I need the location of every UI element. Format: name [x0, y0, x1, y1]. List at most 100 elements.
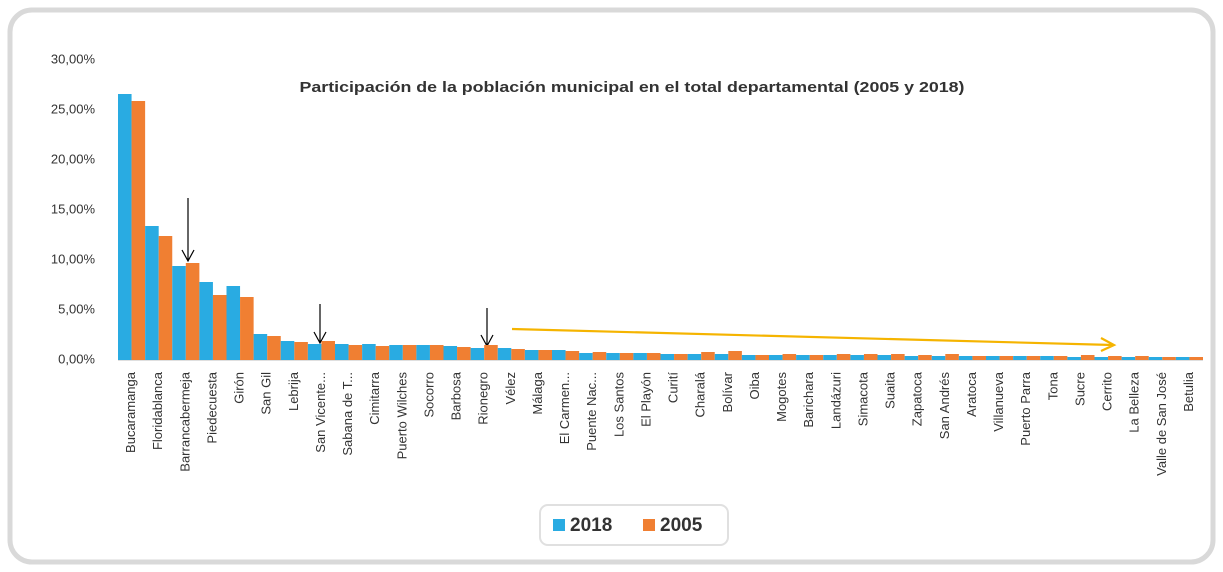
x-tick-label: Landázuri — [828, 372, 843, 429]
bar — [714, 354, 729, 360]
bar — [850, 355, 864, 360]
bar — [755, 355, 769, 360]
x-tick-label: Puente Nac... — [584, 372, 599, 451]
bar — [931, 356, 946, 360]
bar — [131, 101, 146, 360]
arrow — [181, 198, 195, 263]
frame — [7, 7, 1216, 565]
x-tick-label: Cerrito — [1100, 372, 1115, 411]
bar — [1189, 357, 1203, 360]
bar — [280, 341, 295, 360]
bar — [457, 347, 471, 360]
arrow — [313, 304, 327, 345]
bar — [552, 350, 566, 360]
x-tick-label: San Gil — [259, 372, 274, 415]
bar — [429, 345, 444, 360]
bar — [240, 297, 254, 360]
bar — [660, 354, 675, 360]
bar — [619, 353, 634, 360]
x-tick-label: Suaita — [883, 371, 898, 409]
bar — [1135, 356, 1149, 360]
bar — [1094, 357, 1109, 360]
y-tick-label: 10,00% — [51, 251, 96, 266]
bar — [484, 345, 498, 360]
bar — [796, 355, 810, 360]
bar — [863, 354, 878, 360]
bar — [782, 354, 797, 360]
bar — [511, 349, 525, 360]
bar — [674, 354, 688, 360]
x-tick-label: Curití — [666, 372, 681, 403]
x-tick-label: Charalá — [693, 371, 708, 417]
bar — [1040, 356, 1054, 360]
x-tick-label: Oiba — [747, 371, 762, 399]
bar — [945, 354, 959, 360]
legend-label: 2018 — [570, 515, 612, 536]
bar — [294, 342, 308, 360]
x-tick-label: Girón — [232, 372, 247, 404]
bar — [606, 353, 620, 360]
bar — [809, 355, 824, 360]
bar — [335, 344, 349, 360]
bar — [918, 355, 932, 360]
bar — [1121, 357, 1136, 360]
bar — [728, 351, 742, 360]
bar — [321, 341, 335, 360]
bar — [1067, 357, 1081, 360]
bar — [633, 353, 647, 360]
x-tick-label: Puerto Wilches — [394, 372, 409, 460]
x-tick-label: Sucre — [1072, 372, 1087, 406]
bar — [443, 346, 458, 360]
bar — [836, 354, 851, 360]
bar — [592, 352, 607, 360]
y-tick-label: 20,00% — [51, 151, 96, 166]
bar — [416, 345, 430, 360]
bar — [986, 356, 1000, 360]
bar — [646, 353, 661, 360]
x-tick-label: Barrancabermeja — [177, 371, 192, 471]
x-tick-label: Málaga — [530, 371, 545, 414]
legend-swatch — [643, 519, 655, 531]
bar — [212, 295, 227, 360]
bar — [402, 345, 417, 360]
bar — [1148, 357, 1163, 360]
chart-title: Participación de la población municipal … — [300, 79, 965, 96]
bar — [579, 353, 593, 360]
x-tick-label: Puerto Parra — [1018, 371, 1033, 445]
y-tick-label: 25,00% — [51, 101, 96, 116]
x-tick-label: Barichara — [801, 371, 816, 427]
bar — [118, 94, 132, 360]
bar — [891, 354, 905, 360]
bar — [172, 266, 186, 360]
x-tick-label: Piedecuesta — [204, 371, 219, 443]
bar — [362, 344, 376, 360]
bar — [972, 356, 986, 360]
x-tick-label: Valle de San José — [1154, 372, 1169, 476]
bar — [999, 356, 1014, 360]
bar — [565, 351, 580, 360]
x-tick-label: Simacota — [855, 371, 870, 426]
bar — [267, 336, 281, 360]
x-tick-label: Lebrija — [286, 371, 301, 411]
x-tick-label: San Vicente... — [313, 372, 328, 453]
x-tick-label: Floridablanca — [150, 371, 165, 450]
x-tick-label: Socorro — [421, 372, 436, 418]
bar — [307, 344, 322, 360]
x-tick-label: Zapatoca — [910, 371, 925, 426]
x-tick-label: Mogotes — [774, 372, 789, 422]
x-tick-label: Vélez — [503, 372, 518, 405]
x-tick-label: El Carmen... — [557, 372, 572, 444]
bar — [877, 355, 892, 360]
bar — [185, 263, 200, 360]
legend-box — [539, 504, 729, 546]
y-tick-label: 0,00% — [58, 351, 95, 366]
bar — [1013, 356, 1027, 360]
arrows — [181, 198, 494, 348]
bar — [701, 352, 715, 360]
x-tick-label: Aratoca — [964, 371, 979, 417]
bar — [524, 350, 539, 360]
x-tick-label: San Andrés — [937, 372, 952, 440]
x-tick-label: Tona — [1045, 371, 1060, 400]
bar — [145, 226, 159, 360]
